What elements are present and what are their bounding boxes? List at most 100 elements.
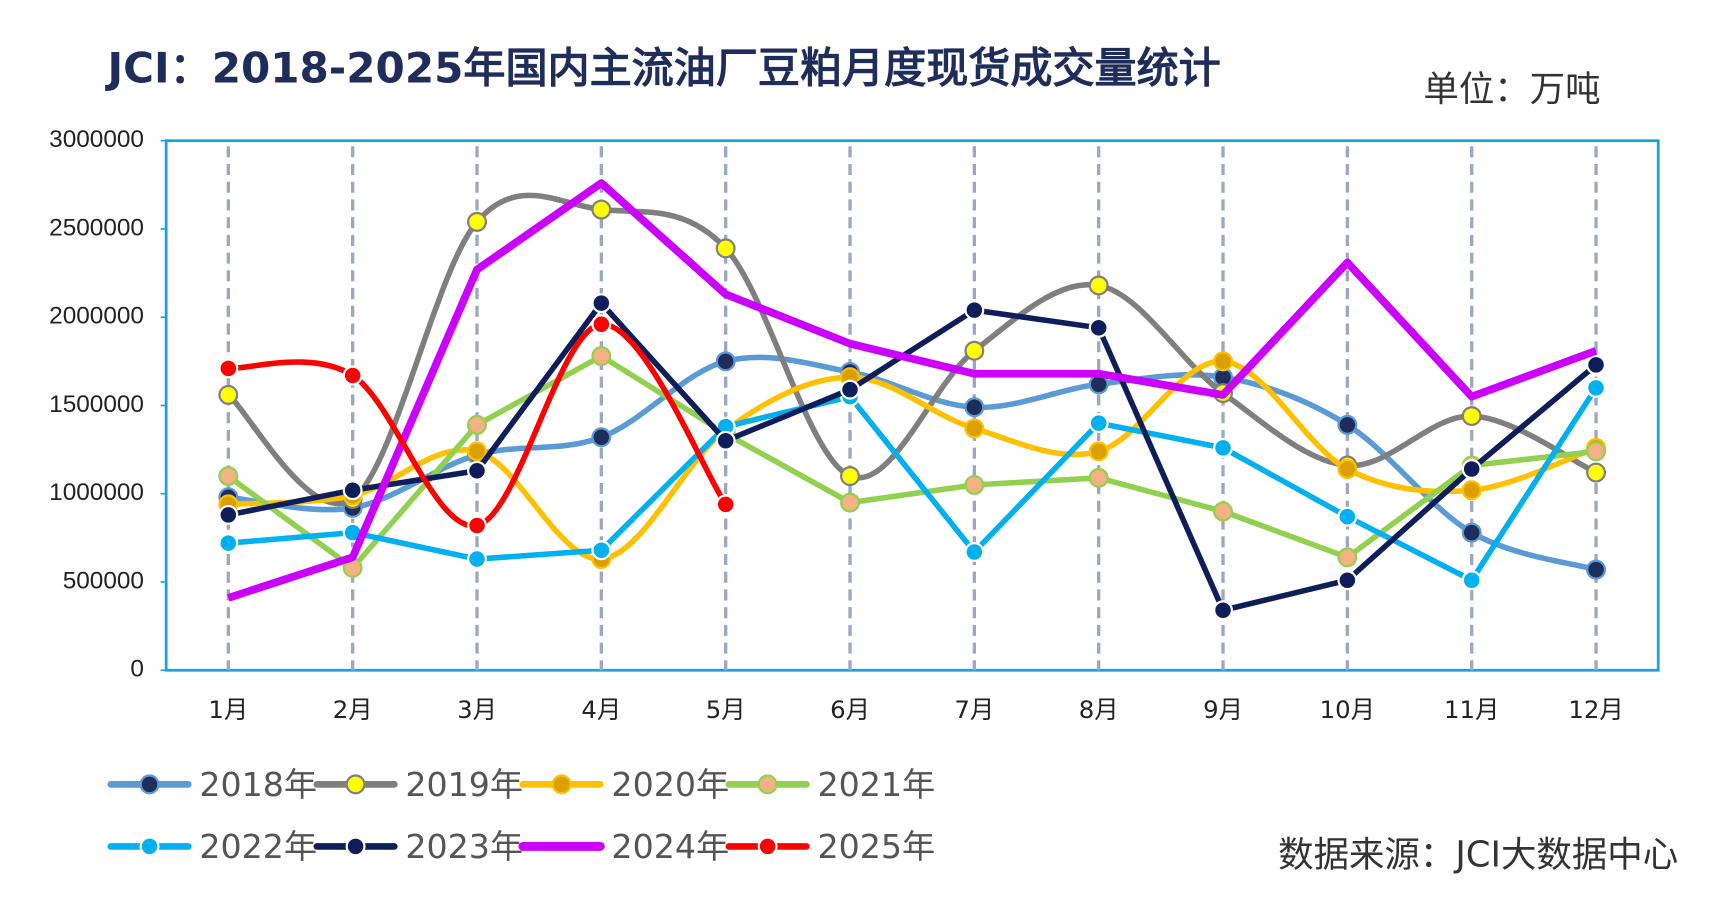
x-tick-label: 1月: [208, 695, 248, 724]
unit-label: 单位：万吨: [1423, 69, 1600, 110]
x-tick-label: 8月: [1079, 695, 1119, 724]
x-tick-label: 3月: [457, 695, 497, 724]
data-point: [591, 346, 612, 367]
legend-label: 2018年: [199, 765, 317, 804]
data-point: [591, 314, 612, 335]
data-point: [591, 427, 612, 448]
y-tick-label: 1000000: [49, 479, 144, 506]
legend-marker: [551, 774, 572, 795]
data-point: [218, 358, 239, 379]
data-point: [1586, 354, 1607, 375]
data-point: [591, 199, 612, 220]
data-point: [964, 474, 985, 495]
data-point: [964, 418, 985, 439]
data-point: [342, 480, 363, 501]
plot-frame: [164, 139, 1660, 672]
legend-label: 2025年: [817, 827, 935, 866]
data-point: [964, 542, 985, 562]
data-point: [591, 540, 612, 561]
source-label: 数据来源：JCI大数据中心: [1278, 834, 1678, 875]
legend-marker: [757, 774, 778, 795]
data-point: [1213, 351, 1233, 372]
y-tick-label: 2000000: [49, 303, 144, 330]
y-tick-label: 0: [130, 656, 144, 683]
y-tick-label: 2500000: [49, 214, 144, 241]
series-line: [227, 179, 1598, 602]
legend-label: 2023年: [405, 827, 523, 866]
data-point: [591, 293, 612, 314]
x-tick-label: 12月: [1568, 695, 1623, 724]
data-point: [1337, 547, 1358, 568]
data-point: [1088, 467, 1109, 488]
legend-label: 2024年: [611, 827, 729, 866]
data-point: [964, 300, 985, 321]
legend-marker: [139, 836, 160, 857]
series-line: [228, 354, 1597, 573]
data-point: [1088, 413, 1109, 434]
data-point: [1088, 441, 1109, 462]
data-point: [1337, 570, 1358, 591]
series-line: [226, 353, 1597, 571]
data-point: [1586, 441, 1607, 462]
x-tick-label: 5月: [706, 695, 746, 724]
data-point: [1213, 600, 1233, 621]
series-line: [228, 321, 728, 529]
series-line: [227, 300, 1598, 614]
data-point: [1337, 414, 1358, 435]
data-point: [467, 441, 487, 462]
legend-label: 2021年: [817, 765, 935, 804]
data-point: [218, 384, 239, 405]
x-tick-label: 4月: [581, 695, 621, 724]
legend-label: 2022年: [199, 827, 317, 866]
legend-marker: [139, 774, 160, 795]
data-point: [964, 340, 985, 361]
data-point: [715, 494, 736, 515]
data-point: [1461, 570, 1482, 591]
data-point: [1213, 437, 1233, 458]
data-point: [715, 351, 736, 372]
data-point: [467, 549, 487, 570]
data-point: [964, 397, 985, 418]
legend-marker: [757, 836, 778, 857]
data-point: [1461, 522, 1482, 543]
data-point: [467, 515, 487, 536]
data-point: [1586, 377, 1607, 398]
legend-label: 2019年: [405, 765, 523, 804]
data-point: [715, 238, 736, 259]
legend-label: 2020年: [611, 765, 729, 804]
data-point: [840, 466, 860, 487]
series-line: [228, 386, 1599, 584]
data-point: [218, 504, 239, 525]
data-point: [715, 430, 736, 451]
data-point: [1461, 480, 1482, 501]
chart-title: JCI：2018-2025年国内主流油厂豆粕月度现货成交量统计: [104, 43, 1220, 92]
x-tick-label: 7月: [954, 695, 994, 724]
x-tick-label: 11月: [1444, 695, 1499, 724]
data-point: [218, 466, 239, 487]
data-point: [1088, 275, 1109, 296]
y-tick-label: 1500000: [49, 391, 144, 418]
x-tick-label: 9月: [1203, 695, 1243, 724]
data-point: [1337, 506, 1358, 527]
data-point: [840, 379, 860, 400]
data-point: [1586, 559, 1607, 580]
data-point: [1213, 501, 1233, 522]
data-point: [1461, 406, 1482, 427]
data-point: [342, 365, 363, 386]
data-point: [467, 211, 487, 232]
x-tick-label: 10月: [1320, 695, 1375, 724]
data-point: [1088, 317, 1109, 338]
y-tick-label: 3000000: [49, 126, 144, 153]
y-tick-label: 500000: [63, 567, 144, 594]
data-point: [1586, 462, 1607, 483]
x-tick-label: 2月: [333, 695, 373, 724]
data-point: [467, 414, 487, 435]
data-point: [840, 492, 860, 513]
data-point: [1461, 459, 1482, 480]
legend-marker: [345, 836, 366, 857]
data-point: [218, 533, 239, 554]
x-tick-label: 6月: [830, 695, 870, 724]
data-point: [467, 460, 487, 481]
